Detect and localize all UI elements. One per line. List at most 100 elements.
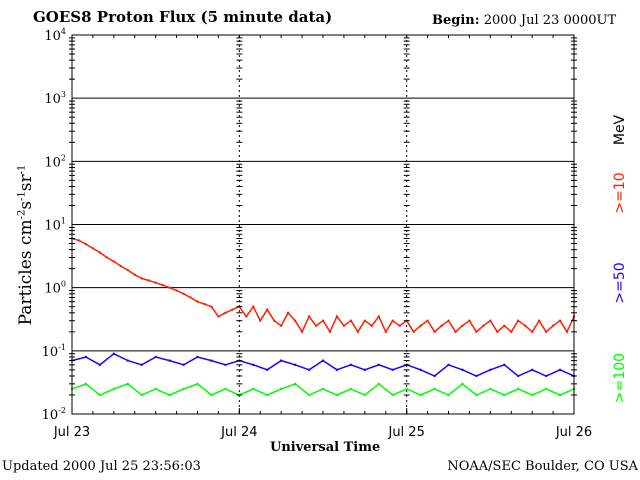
updated-timestamp: Updated 2000 Jul 25 23:56:03 xyxy=(2,459,201,474)
data-point-0 xyxy=(272,319,276,322)
data-point-2 xyxy=(335,393,339,397)
data-point-2 xyxy=(252,387,255,391)
data-point-0 xyxy=(196,300,199,303)
data-point-1 xyxy=(224,363,227,367)
data-point-2 xyxy=(544,387,548,391)
data-point-2 xyxy=(98,393,102,397)
data-point-2 xyxy=(321,387,325,391)
data-point-1 xyxy=(433,374,436,378)
data-point-1 xyxy=(98,363,102,367)
data-point-0 xyxy=(105,256,109,259)
x-tick-label: Jul 23 xyxy=(53,425,90,440)
data-point-2 xyxy=(475,393,478,397)
legend-unit: MeV xyxy=(612,114,628,146)
data-point-2 xyxy=(558,393,562,397)
data-point-0 xyxy=(259,319,262,322)
data-point-2 xyxy=(140,393,143,397)
data-point-1 xyxy=(307,368,311,372)
data-point-0 xyxy=(398,324,401,327)
data-point-1 xyxy=(530,368,534,372)
y-tick-label: 103 xyxy=(44,90,66,107)
data-point-1 xyxy=(349,363,353,367)
data-point-0 xyxy=(300,330,304,334)
x-tick-label: Jul 25 xyxy=(387,425,424,440)
data-point-1 xyxy=(475,374,478,378)
data-point-0 xyxy=(412,330,415,334)
data-point-0 xyxy=(510,330,513,334)
data-point-0 xyxy=(468,319,471,322)
data-point-0 xyxy=(517,319,520,322)
data-point-0 xyxy=(461,324,464,327)
data-point-0 xyxy=(384,330,387,334)
data-point-2 xyxy=(126,382,129,386)
data-point-0 xyxy=(349,319,353,322)
data-point-0 xyxy=(140,277,143,280)
data-point-1 xyxy=(321,359,325,362)
data-point-1 xyxy=(447,363,450,367)
data-point-0 xyxy=(482,324,485,327)
data-point-0 xyxy=(489,319,492,322)
data-point-0 xyxy=(224,311,227,315)
data-point-0 xyxy=(537,319,541,322)
legend-item-10: >=10 xyxy=(612,172,628,214)
begin-value: 2000 Jul 23 0000UT xyxy=(483,13,617,28)
data-point-0 xyxy=(370,324,374,327)
data-point-0 xyxy=(175,289,178,292)
data-point-0 xyxy=(377,315,380,318)
data-point-0 xyxy=(217,315,220,318)
data-point-2 xyxy=(461,382,464,386)
data-point-2 xyxy=(363,393,367,397)
data-point-2 xyxy=(154,387,157,391)
data-point-1 xyxy=(140,363,143,367)
data-point-0 xyxy=(419,324,422,327)
y-axis-label: Particles cm-2s-1sr-1 xyxy=(16,164,36,326)
data-point-2 xyxy=(224,387,227,391)
data-point-0 xyxy=(133,273,136,276)
data-point-0 xyxy=(286,311,290,315)
data-point-0 xyxy=(126,268,129,272)
data-point-1 xyxy=(363,368,367,372)
data-point-1 xyxy=(419,368,422,372)
data-point-0 xyxy=(314,324,318,327)
data-point-0 xyxy=(77,239,81,242)
data-point-0 xyxy=(558,319,562,322)
data-point-2 xyxy=(433,387,436,391)
data-point-0 xyxy=(210,305,213,308)
data-point-0 xyxy=(91,247,95,250)
data-point-2 xyxy=(517,387,520,391)
data-point-2 xyxy=(279,387,283,391)
data-point-2 xyxy=(349,387,353,391)
data-point-0 xyxy=(231,308,234,311)
data-point-1 xyxy=(558,368,562,372)
data-point-2 xyxy=(307,393,311,397)
data-point-0 xyxy=(203,302,206,306)
data-point-0 xyxy=(245,315,248,318)
series-layer xyxy=(70,237,576,397)
data-point-0 xyxy=(356,330,360,334)
data-point-1 xyxy=(84,355,88,359)
data-point-0 xyxy=(447,319,450,322)
data-point-0 xyxy=(551,324,555,327)
data-point-1 xyxy=(112,352,116,355)
data-point-0 xyxy=(475,330,478,334)
data-point-0 xyxy=(307,315,311,318)
data-point-0 xyxy=(293,319,297,322)
data-point-1 xyxy=(461,368,464,372)
data-point-2 xyxy=(196,382,199,386)
data-point-1 xyxy=(503,363,506,367)
y-tick-label: 102 xyxy=(44,153,66,170)
data-point-0 xyxy=(328,330,332,334)
data-point-0 xyxy=(496,330,499,334)
y-tick-label: 10-2 xyxy=(42,406,66,423)
data-point-0 xyxy=(433,330,436,334)
data-point-0 xyxy=(454,330,457,334)
data-point-0 xyxy=(335,315,339,318)
data-point-1 xyxy=(489,368,492,372)
data-point-0 xyxy=(189,296,192,299)
data-point-0 xyxy=(426,319,429,322)
data-point-0 xyxy=(363,319,367,322)
data-point-1 xyxy=(279,359,283,362)
y-tick-label: 100 xyxy=(44,280,66,297)
data-point-2 xyxy=(168,393,171,397)
data-point-1 xyxy=(126,359,129,362)
